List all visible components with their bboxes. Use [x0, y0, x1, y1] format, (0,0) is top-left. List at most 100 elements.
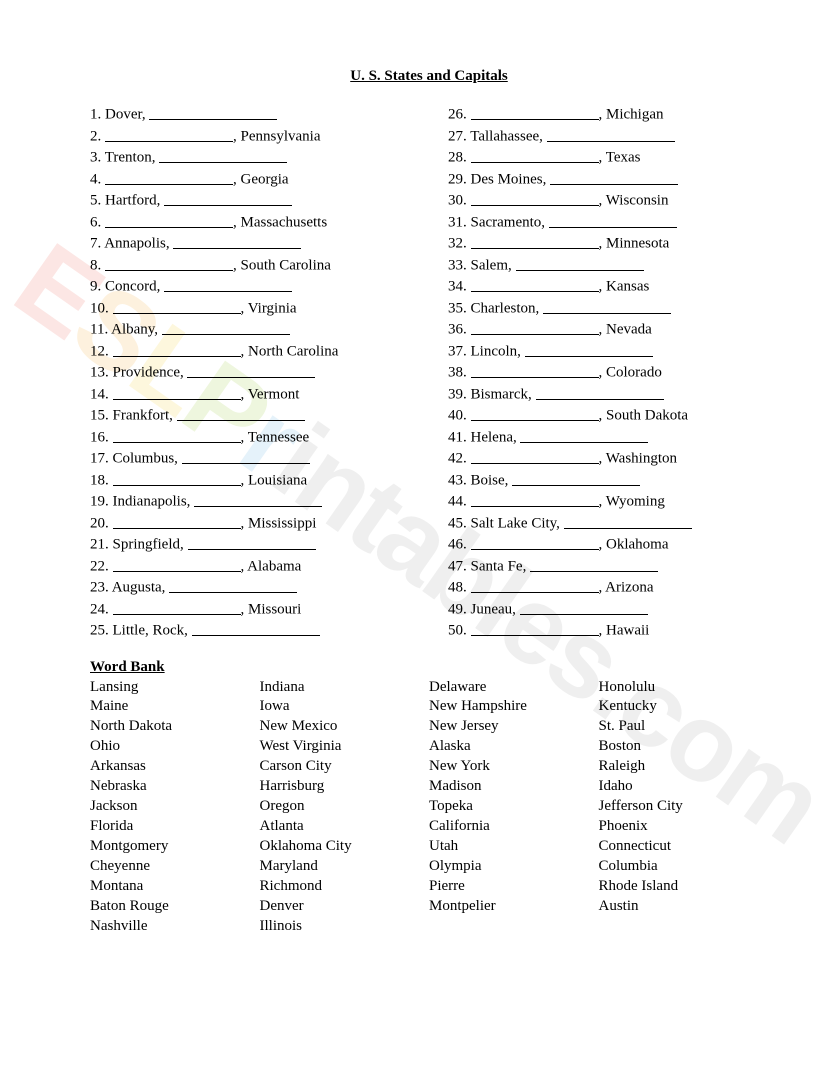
item-suffix: , Arizona	[599, 579, 654, 595]
wordbank-item: St. Paul	[599, 717, 769, 737]
item-suffix: , Minnesota	[599, 235, 670, 251]
item-prefix: Salt Lake City,	[471, 515, 564, 531]
wordbank-item: Maryland	[260, 857, 430, 877]
worksheet-item: 2. , Pennsylvania	[90, 125, 410, 147]
wordbank-item: Denver	[260, 897, 430, 917]
fill-blank[interactable]	[520, 428, 648, 443]
wordbank-item: North Dakota	[90, 717, 260, 737]
wordbank-item: Illinois	[260, 917, 430, 937]
worksheet-item: 20. , Mississippi	[90, 512, 410, 534]
fill-blank[interactable]	[471, 492, 599, 507]
fill-blank[interactable]	[471, 277, 599, 292]
item-suffix: , Alabama	[241, 558, 302, 574]
worksheet-item: 27. Tallahassee,	[448, 125, 768, 147]
item-prefix: Helena,	[471, 429, 521, 445]
fill-blank[interactable]	[113, 299, 241, 314]
item-suffix: , South Carolina	[233, 257, 331, 273]
item-prefix: Augusta,	[112, 579, 170, 595]
fill-blank[interactable]	[471, 363, 599, 378]
item-number: 38.	[448, 364, 471, 380]
item-number: 18.	[90, 472, 113, 488]
fill-blank[interactable]	[530, 557, 658, 572]
fill-blank[interactable]	[471, 148, 599, 163]
fill-blank[interactable]	[550, 170, 678, 185]
worksheet-item: 46. , Oklahoma	[448, 533, 768, 555]
item-prefix: Albany,	[111, 321, 162, 337]
fill-blank[interactable]	[188, 535, 316, 550]
fill-blank[interactable]	[471, 105, 599, 120]
item-number: 35.	[448, 300, 471, 316]
fill-blank[interactable]	[471, 406, 599, 421]
wordbank-item: Boston	[599, 737, 769, 757]
item-number: 40.	[448, 407, 471, 423]
fill-blank[interactable]	[113, 600, 241, 615]
fill-blank[interactable]	[113, 342, 241, 357]
fill-blank[interactable]	[164, 277, 292, 292]
fill-blank[interactable]	[159, 148, 287, 163]
fill-blank[interactable]	[549, 213, 677, 228]
worksheet-item: 44. , Wyoming	[448, 490, 768, 512]
fill-blank[interactable]	[536, 385, 664, 400]
item-number: 4.	[90, 171, 105, 187]
fill-blank[interactable]	[547, 127, 675, 142]
fill-blank[interactable]	[471, 449, 599, 464]
fill-blank[interactable]	[471, 234, 599, 249]
worksheet-item: 8. , South Carolina	[90, 254, 410, 276]
wordbank-item: Honolulu	[599, 678, 769, 698]
wordbank-item: Montgomery	[90, 837, 260, 857]
wordbank-item: Madison	[429, 777, 599, 797]
fill-blank[interactable]	[105, 170, 233, 185]
wordbank-item: Rhode Island	[599, 877, 769, 897]
fill-blank[interactable]	[105, 127, 233, 142]
fill-blank[interactable]	[525, 342, 653, 357]
fill-blank[interactable]	[543, 299, 671, 314]
fill-blank[interactable]	[113, 471, 241, 486]
item-number: 28.	[448, 149, 471, 165]
wordbank-item: Baton Rouge	[90, 897, 260, 917]
fill-blank[interactable]	[471, 191, 599, 206]
item-number: 3.	[90, 149, 105, 165]
fill-blank[interactable]	[471, 621, 599, 636]
fill-blank[interactable]	[471, 320, 599, 335]
fill-blank[interactable]	[169, 578, 297, 593]
item-number: 26.	[448, 106, 471, 122]
wordbank-item: Oklahoma City	[260, 837, 430, 857]
fill-blank[interactable]	[164, 191, 292, 206]
fill-blank[interactable]	[113, 514, 241, 529]
fill-blank[interactable]	[512, 471, 640, 486]
item-number: 42.	[448, 450, 471, 466]
worksheet-item: 22. , Alabama	[90, 555, 410, 577]
fill-blank[interactable]	[471, 578, 599, 593]
fill-blank[interactable]	[105, 256, 233, 271]
fill-blank[interactable]	[149, 105, 277, 120]
wordbank-item: Harrisburg	[260, 777, 430, 797]
wordbank-item: Idaho	[599, 777, 769, 797]
column-right: 26. , Michigan27. Tallahassee, 28. , Tex…	[448, 103, 768, 641]
item-suffix: , Georgia	[233, 171, 289, 187]
item-suffix: , Massachusetts	[233, 214, 327, 230]
worksheet-item: 34. , Kansas	[448, 275, 768, 297]
wordbank-item: Montana	[90, 877, 260, 897]
fill-blank[interactable]	[113, 428, 241, 443]
worksheet-item: 32. , Minnesota	[448, 232, 768, 254]
fill-blank[interactable]	[177, 406, 305, 421]
fill-blank[interactable]	[182, 449, 310, 464]
fill-blank[interactable]	[564, 514, 692, 529]
worksheet-item: 1. Dover,	[90, 103, 410, 125]
item-suffix: , Louisiana	[241, 472, 308, 488]
fill-blank[interactable]	[192, 621, 320, 636]
worksheet-item: 15. Frankfort,	[90, 404, 410, 426]
wordbank-item: Raleigh	[599, 757, 769, 777]
fill-blank[interactable]	[471, 535, 599, 550]
fill-blank[interactable]	[516, 256, 644, 271]
item-prefix: Providence,	[113, 364, 188, 380]
fill-blank[interactable]	[113, 557, 241, 572]
fill-blank[interactable]	[520, 600, 648, 615]
fill-blank[interactable]	[173, 234, 301, 249]
fill-blank[interactable]	[194, 492, 322, 507]
fill-blank[interactable]	[187, 363, 315, 378]
fill-blank[interactable]	[105, 213, 233, 228]
fill-blank[interactable]	[113, 385, 241, 400]
worksheet-item: 38. , Colorado	[448, 361, 768, 383]
fill-blank[interactable]	[162, 320, 290, 335]
